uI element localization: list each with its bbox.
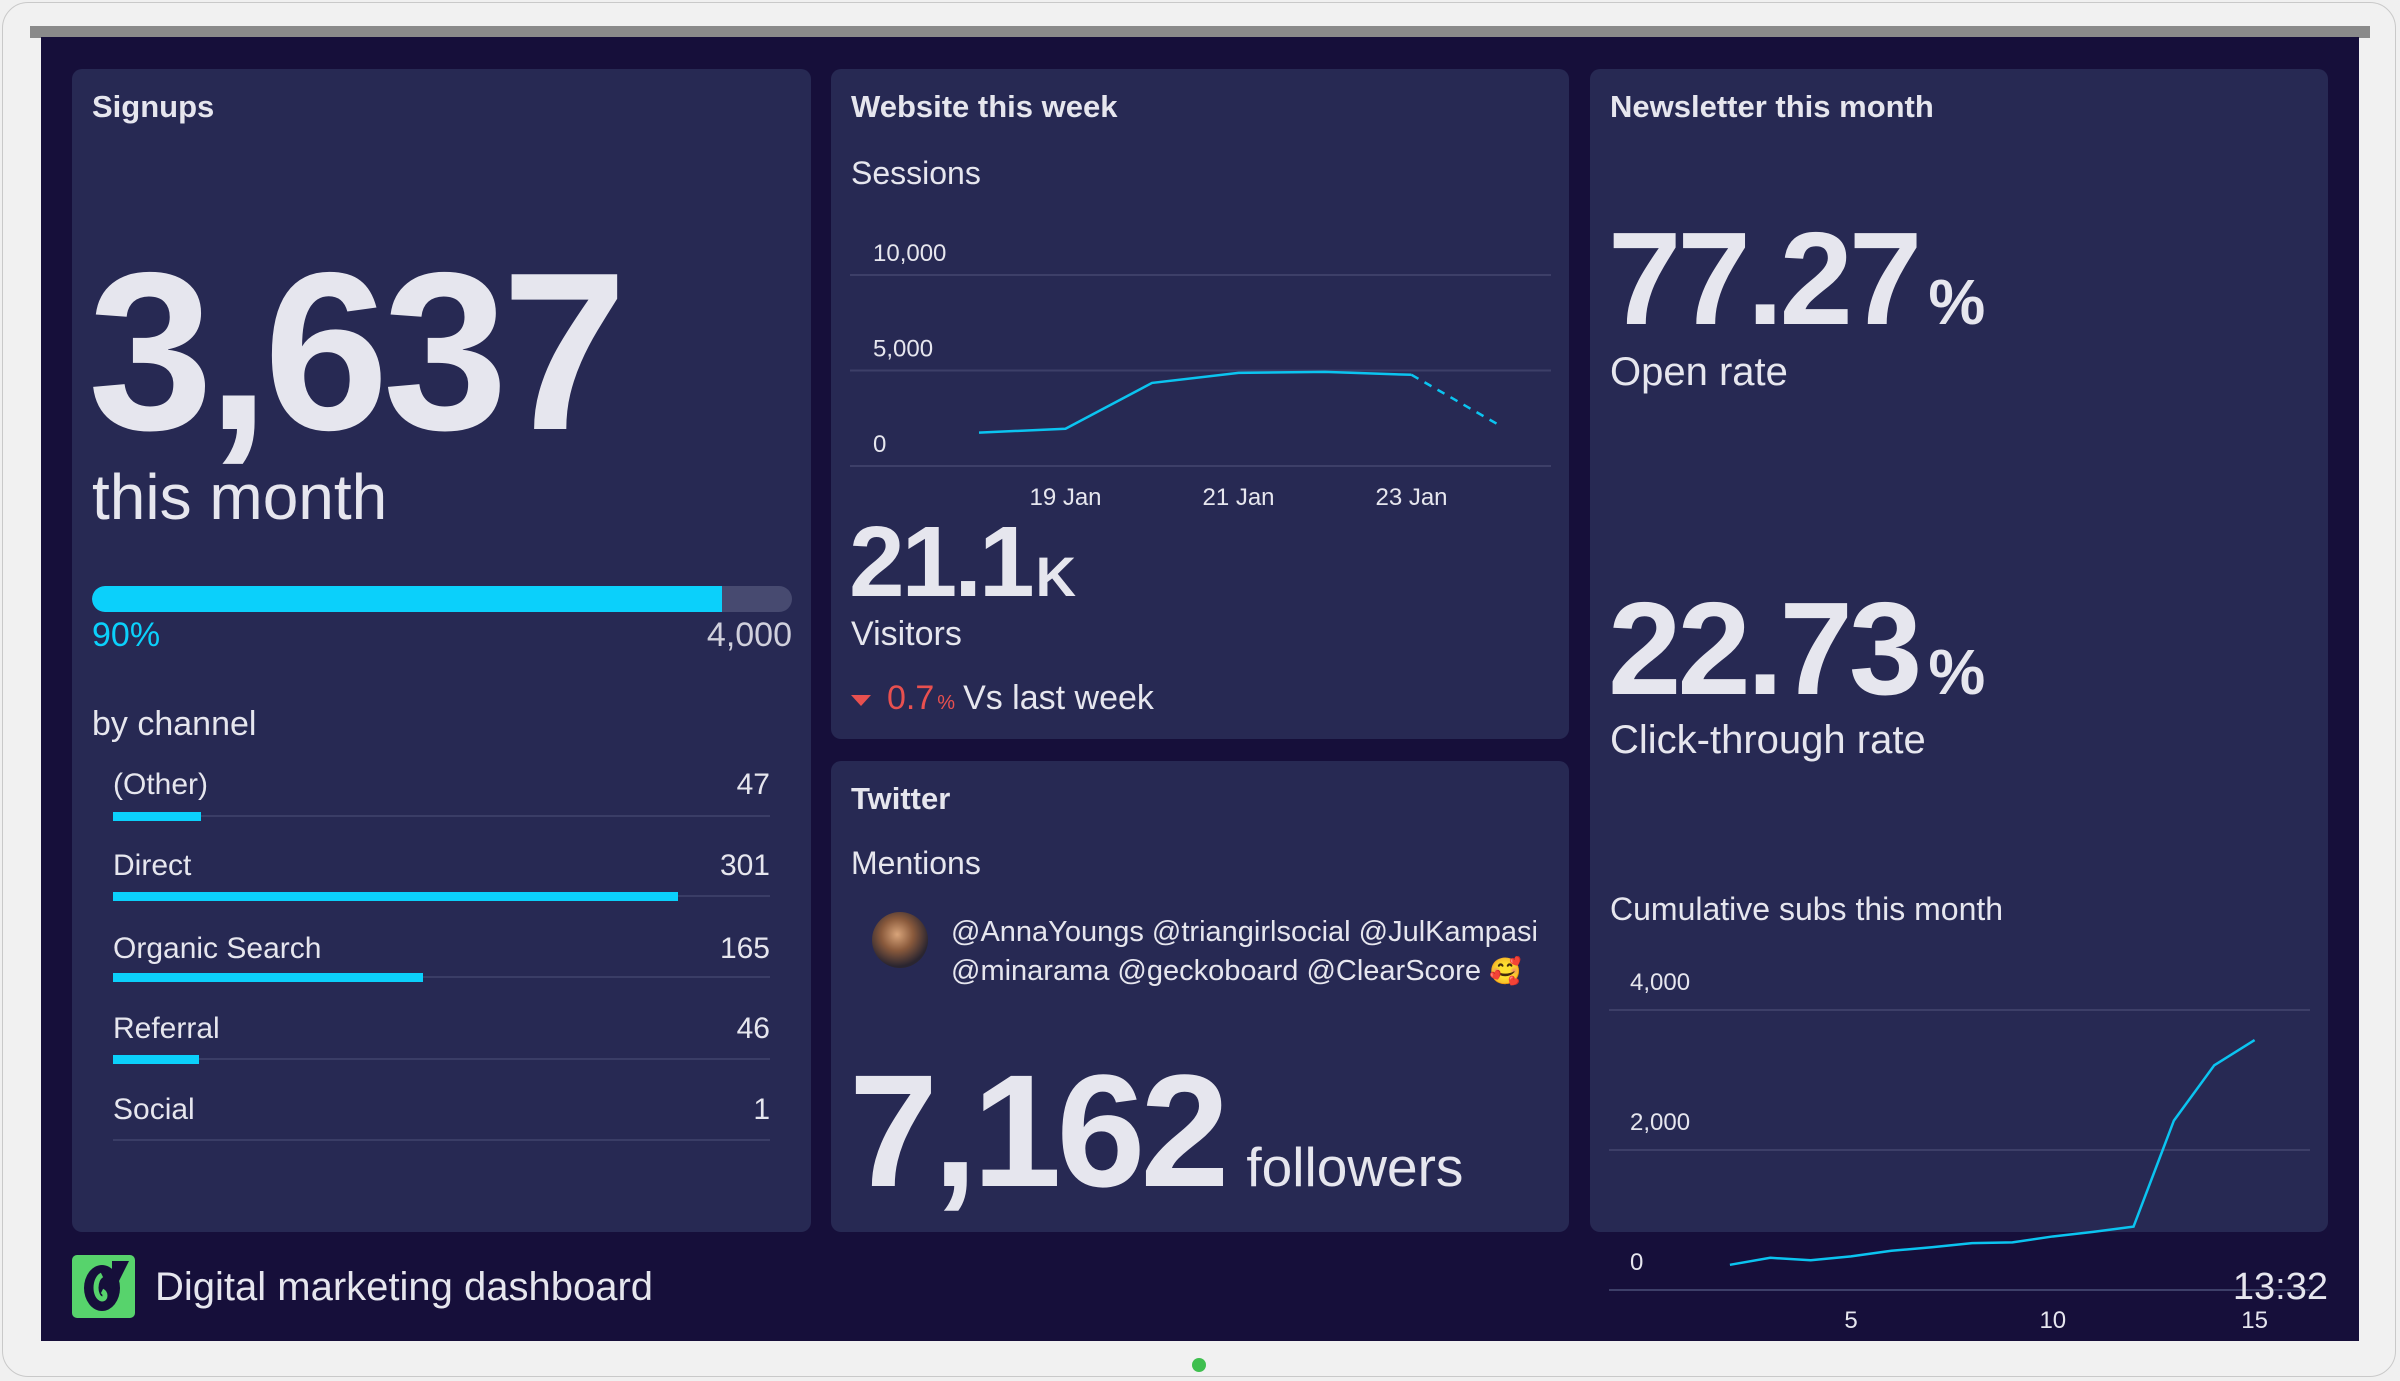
channel-label: Referral (113, 1012, 220, 1045)
widget-title: Newsletter this month (1610, 89, 1934, 124)
followers-value: 7,162 (849, 1041, 1229, 1220)
ctr-number: 22.73 (1608, 575, 1922, 722)
visitors-suffix: K (1035, 545, 1077, 608)
x-tick-label: 23 Jan (1375, 484, 1447, 511)
change-unit: % (937, 692, 956, 714)
open-rate-label: Open rate (1610, 350, 1788, 394)
channel-label: Social (113, 1093, 195, 1126)
mention-line-2: @minarama @geckoboard @ClearScore 🥰 (951, 957, 1521, 986)
power-led (1192, 1358, 1206, 1372)
sessions-line (978, 370, 1412, 434)
x-tick-label: 10 (2039, 1307, 2066, 1334)
y-tick-label: 2,000 (1630, 1109, 1690, 1136)
triangle-down-icon (851, 694, 871, 706)
signups-value: 3,637 (88, 225, 627, 477)
x-tick-label: 5 (1844, 1307, 1857, 1334)
chart-title: Cumulative subs this month (1610, 891, 2004, 927)
y-tick-label: 0 (1630, 1249, 1643, 1276)
channel-value: 165 (719, 932, 770, 965)
change-row: 0.7% Vs last week (851, 681, 1154, 715)
sessions-projected-line (1410, 373, 1499, 426)
visitors-label: Visitors (851, 615, 962, 653)
channel-value: 46 (736, 1012, 770, 1045)
twitter-widget: Twitter Mentions @AnnaYoungs @triangirls… (831, 761, 1569, 1232)
channel-label: Organic Search (113, 932, 322, 965)
channel-label: (Other) (113, 768, 209, 801)
progress-percent: 90% (92, 616, 161, 654)
change-label: Vs last week (963, 679, 1154, 717)
subs-line (1729, 1039, 2256, 1267)
channel-divider (113, 976, 770, 978)
channel-value: 47 (736, 768, 770, 801)
signups-widget: Signups 3,637 this month 90% 4,000 by ch… (72, 69, 811, 1232)
avatar (872, 912, 928, 968)
change-value: 0.7 (887, 679, 935, 717)
dashboard-title: Digital marketing dashboard (155, 1265, 654, 1309)
open-rate-unit: % (1928, 266, 1986, 338)
ctr-unit: % (1928, 636, 1986, 708)
y-tick-label: 10,000 (873, 240, 946, 267)
cumulative-subs-line-chart: 0 2,000 4,000 5 10 15 (1609, 969, 2310, 1334)
y-tick-label: 4,000 (1630, 969, 1690, 996)
open-rate-value: 77.27% (1608, 213, 1985, 345)
channel-bar (113, 892, 679, 901)
mention-line-1: @AnnaYoungs @triangirlsocial @JulKampasi (951, 916, 1538, 948)
visitors-number: 21.1 (849, 506, 1035, 618)
smiling-hearts-emoji: 🥰 (1489, 956, 1522, 986)
x-tick-label: 15 (2241, 1307, 2268, 1334)
mention-line-2-text: @minarama @geckoboard @ClearScore (951, 955, 1481, 987)
widget-title: Twitter (851, 781, 951, 816)
widget-title: Website this week (851, 89, 1118, 124)
clock-time: 13:32 (2232, 1266, 2328, 1308)
newsletter-widget: Newsletter this month 77.27% Open rate 2… (1590, 69, 2328, 1334)
mentions-label: Mentions (851, 845, 981, 881)
visitors-value: 21.1K (849, 512, 1076, 612)
dashboard-screen: Signups 3,637 this month 90% 4,000 by ch… (41, 37, 2359, 1341)
channel-divider (113, 1139, 770, 1141)
goal-value: 4,000 (706, 616, 792, 654)
monitor-top-edge (30, 26, 2370, 38)
x-tick-label: 19 Jan (1029, 484, 1101, 511)
website-widget: Website this week Sessions 0 5,000 10,000 1… (831, 69, 1569, 739)
sessions-line-chart: 0 5,000 10,000 19 Jan 21 Jan 23 Jan (850, 240, 1551, 511)
channel-divider (113, 815, 770, 817)
goal-progress-fill (92, 586, 722, 612)
ctr-label: Click-through rate (1610, 718, 1926, 762)
channel-bar (113, 812, 202, 821)
y-tick-label: 0 (873, 431, 886, 458)
y-tick-label: 5,000 (873, 336, 933, 363)
x-tick-label: 21 Jan (1202, 484, 1274, 511)
channel-label: Direct (113, 849, 192, 882)
widget-title: Signups (92, 89, 215, 124)
followers-label: followers (1246, 1136, 1464, 1198)
channel-bar (113, 973, 423, 982)
followers-row: 7,162 followers (849, 1051, 1463, 1211)
chart-title: Sessions (851, 155, 981, 191)
channel-value: 1 (753, 1093, 770, 1126)
open-rate-number: 77.27 (1608, 205, 1922, 352)
channel-heading: by channel (92, 705, 257, 743)
ctr-value: 22.73% (1608, 583, 1985, 715)
geckoboard-logo-icon (72, 1255, 135, 1318)
signups-subtitle: this month (92, 461, 388, 533)
goal-progress-bar (92, 586, 792, 612)
channel-value: 301 (719, 849, 770, 882)
channel-bar (113, 1055, 200, 1064)
channel-divider (113, 1058, 770, 1060)
